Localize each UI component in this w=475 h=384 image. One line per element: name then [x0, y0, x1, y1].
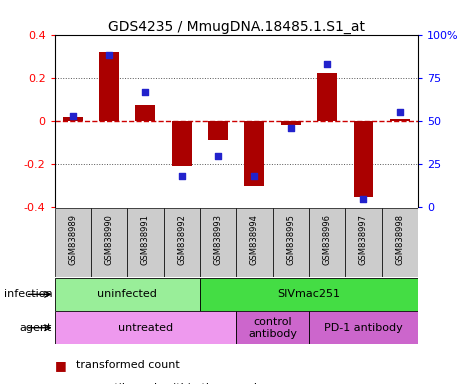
- Text: GSM838990: GSM838990: [104, 214, 114, 265]
- Text: GSM838996: GSM838996: [323, 214, 332, 265]
- Bar: [99, 52, 119, 121]
- Text: transformed count: transformed count: [76, 360, 180, 370]
- Bar: [55, 311, 237, 344]
- Bar: [135, 105, 155, 121]
- Text: PD-1 antibody: PD-1 antibody: [324, 323, 403, 333]
- Text: ■: ■: [55, 382, 66, 384]
- Point: [214, 152, 222, 159]
- Text: uninfected: uninfected: [97, 289, 157, 300]
- Point: [323, 61, 331, 67]
- Bar: [245, 121, 265, 186]
- Bar: [237, 311, 309, 344]
- Text: GSM838993: GSM838993: [214, 214, 223, 265]
- Text: agent: agent: [20, 323, 52, 333]
- Point: [287, 125, 294, 131]
- Text: GSM838989: GSM838989: [68, 214, 77, 265]
- Point: [69, 113, 76, 119]
- Bar: [163, 208, 200, 277]
- Bar: [55, 208, 91, 277]
- Text: GSM838994: GSM838994: [250, 214, 259, 265]
- Bar: [172, 121, 192, 166]
- Text: GSM838991: GSM838991: [141, 214, 150, 265]
- Point: [360, 196, 367, 202]
- Text: ■: ■: [55, 359, 66, 372]
- Point: [178, 173, 186, 179]
- Point: [105, 52, 113, 58]
- Bar: [309, 311, 418, 344]
- Bar: [273, 208, 309, 277]
- Bar: [91, 208, 127, 277]
- Bar: [317, 73, 337, 121]
- Point: [396, 109, 404, 116]
- Bar: [237, 208, 273, 277]
- Bar: [127, 208, 163, 277]
- Bar: [309, 208, 345, 277]
- Text: infection: infection: [4, 289, 52, 300]
- Bar: [208, 121, 228, 141]
- Bar: [345, 208, 381, 277]
- Point: [142, 89, 149, 95]
- Bar: [200, 278, 418, 311]
- Bar: [281, 121, 301, 125]
- Text: SIVmac251: SIVmac251: [277, 289, 341, 300]
- Title: GDS4235 / MmugDNA.18485.1.S1_at: GDS4235 / MmugDNA.18485.1.S1_at: [108, 20, 365, 33]
- Text: GSM838997: GSM838997: [359, 214, 368, 265]
- Bar: [55, 278, 200, 311]
- Point: [251, 173, 258, 179]
- Text: GSM838992: GSM838992: [177, 214, 186, 265]
- Bar: [200, 208, 237, 277]
- Text: percentile rank within the sample: percentile rank within the sample: [76, 383, 264, 384]
- Text: GSM838995: GSM838995: [286, 214, 295, 265]
- Bar: [381, 208, 418, 277]
- Bar: [390, 119, 410, 121]
- Bar: [353, 121, 373, 197]
- Text: control
antibody: control antibody: [248, 317, 297, 339]
- Text: untreated: untreated: [118, 323, 173, 333]
- Text: GSM838998: GSM838998: [395, 214, 404, 265]
- Bar: [63, 117, 83, 121]
